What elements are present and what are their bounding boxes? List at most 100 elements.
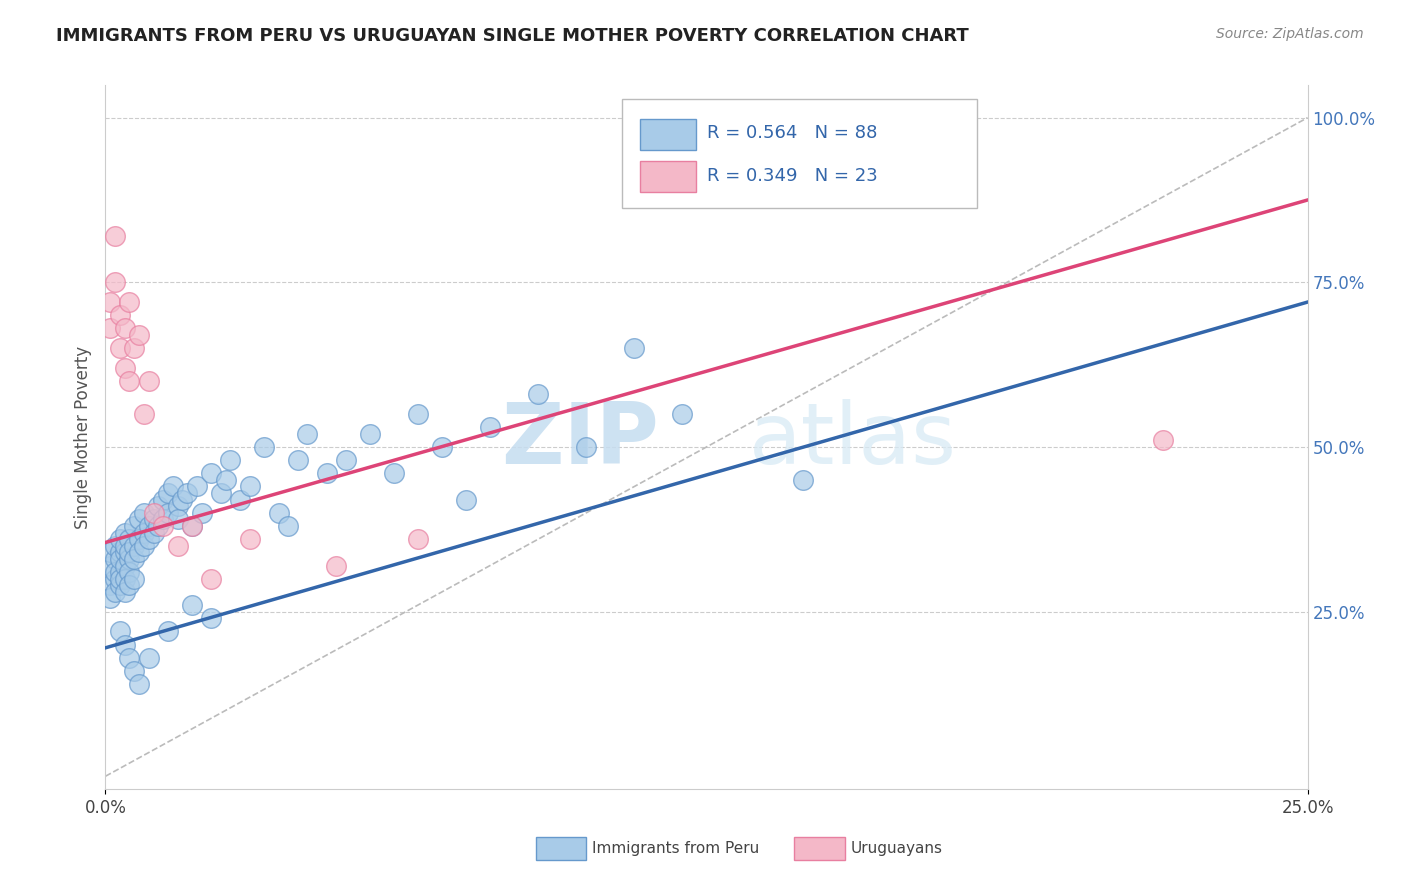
Point [138, 519, 160, 533]
Point [98, 591, 121, 606]
Point [114, 638, 136, 652]
Text: Uruguayans: Uruguayans [851, 841, 943, 856]
Point [148, 519, 170, 533]
Point [114, 558, 136, 573]
Point [454, 492, 477, 507]
Point [98, 578, 121, 592]
Point [142, 506, 165, 520]
Point [98, 545, 121, 559]
Point [104, 572, 127, 586]
Point [118, 532, 141, 546]
Point [181, 598, 204, 612]
Point [132, 539, 155, 553]
Point [142, 512, 165, 526]
Point [114, 321, 136, 335]
Point [148, 500, 170, 514]
Point [239, 532, 262, 546]
FancyBboxPatch shape [640, 161, 696, 192]
Point [253, 440, 276, 454]
Point [219, 453, 242, 467]
Point [128, 545, 150, 559]
Point [277, 519, 299, 533]
FancyBboxPatch shape [623, 99, 977, 208]
Point [200, 572, 222, 586]
Point [132, 407, 155, 421]
Point [623, 341, 645, 355]
Point [1152, 434, 1174, 448]
Text: Source: ZipAtlas.com: Source: ZipAtlas.com [1216, 27, 1364, 41]
Point [108, 308, 131, 322]
Point [114, 360, 136, 375]
Point [382, 467, 405, 481]
Point [138, 532, 160, 546]
Point [229, 492, 252, 507]
Point [335, 453, 357, 467]
Point [200, 467, 222, 481]
Point [181, 519, 204, 533]
Y-axis label: Single Mother Poverty: Single Mother Poverty [73, 345, 91, 529]
Point [138, 374, 160, 388]
FancyBboxPatch shape [640, 119, 696, 150]
Point [114, 539, 136, 553]
Point [124, 572, 146, 586]
Point [186, 479, 208, 493]
Point [128, 677, 150, 691]
Point [792, 473, 814, 487]
Point [114, 525, 136, 540]
Text: IMMIGRANTS FROM PERU VS URUGUAYAN SINGLE MOTHER POVERTY CORRELATION CHART: IMMIGRANTS FROM PERU VS URUGUAYAN SINGLE… [56, 27, 969, 45]
Text: R = 0.564   N = 88: R = 0.564 N = 88 [707, 124, 877, 143]
Point [128, 328, 150, 343]
Point [132, 525, 155, 540]
Point [118, 545, 141, 559]
Point [108, 624, 131, 639]
Point [128, 512, 150, 526]
Point [114, 572, 136, 586]
Point [124, 664, 146, 678]
Point [108, 532, 131, 546]
Point [527, 387, 550, 401]
Point [162, 479, 184, 493]
Point [124, 552, 146, 566]
Point [152, 492, 174, 507]
Point [108, 552, 131, 566]
Point [104, 229, 127, 244]
Point [287, 453, 309, 467]
Point [108, 545, 131, 559]
Point [430, 440, 453, 454]
Point [166, 512, 188, 526]
Point [166, 500, 188, 514]
Point [114, 545, 136, 559]
Point [267, 506, 290, 520]
Point [200, 611, 222, 625]
Point [325, 558, 347, 573]
FancyBboxPatch shape [536, 838, 586, 860]
Point [118, 578, 141, 592]
Point [315, 467, 337, 481]
Point [108, 572, 131, 586]
Point [176, 486, 198, 500]
Point [156, 624, 179, 639]
Point [297, 426, 319, 441]
Point [172, 492, 194, 507]
Point [181, 519, 204, 533]
Point [156, 506, 179, 520]
Point [152, 512, 174, 526]
Point [124, 341, 146, 355]
Point [575, 440, 598, 454]
Point [118, 552, 141, 566]
Point [98, 295, 121, 310]
Point [239, 479, 262, 493]
Point [118, 650, 141, 665]
Point [209, 486, 232, 500]
Point [108, 565, 131, 579]
Point [118, 565, 141, 579]
Point [108, 341, 131, 355]
Point [156, 486, 179, 500]
Point [124, 519, 146, 533]
Point [104, 275, 127, 289]
FancyBboxPatch shape [794, 838, 845, 860]
Point [138, 650, 160, 665]
Point [359, 426, 381, 441]
Point [190, 506, 212, 520]
Point [118, 295, 141, 310]
